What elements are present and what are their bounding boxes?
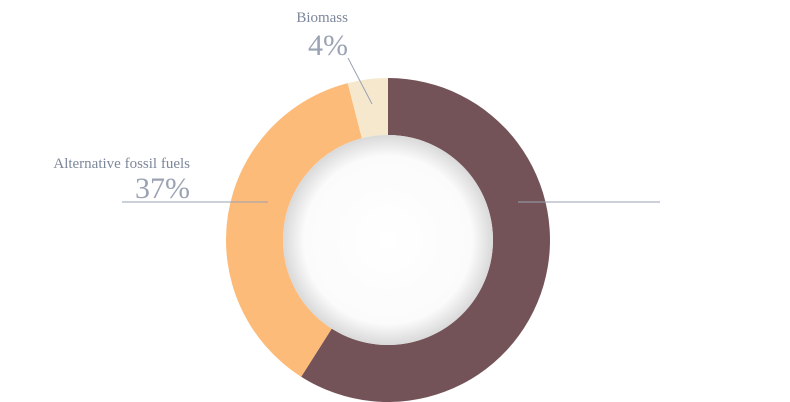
category-label: Alternative fossil fuels xyxy=(53,156,190,172)
value-label: 4% xyxy=(308,29,348,62)
leader-line xyxy=(347,57,373,105)
donut-hole xyxy=(283,135,493,345)
donut-segment xyxy=(347,78,388,139)
donut-segment xyxy=(225,83,362,377)
category-label: Biomass xyxy=(296,10,348,26)
donut-segment xyxy=(301,78,550,402)
value-label: 37% xyxy=(135,172,190,205)
